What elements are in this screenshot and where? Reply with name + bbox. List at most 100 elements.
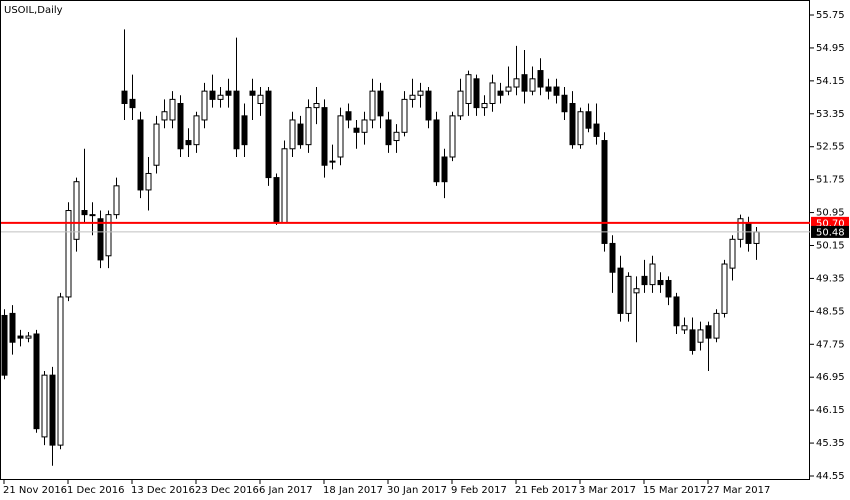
candle-body bbox=[385, 119, 392, 146]
candle-body bbox=[305, 107, 312, 146]
candle-body bbox=[753, 231, 760, 244]
candle-body bbox=[409, 94, 416, 100]
candle-body bbox=[297, 123, 304, 146]
x-tick-label: 13 Dec 2016 bbox=[131, 485, 195, 496]
candle-body bbox=[673, 296, 680, 327]
candle-body bbox=[353, 127, 360, 133]
price-label: 50.70 bbox=[816, 218, 845, 229]
candle-body bbox=[225, 90, 232, 96]
candle-body bbox=[113, 185, 120, 216]
candle-body bbox=[281, 148, 288, 224]
candle-body bbox=[65, 210, 72, 298]
candle-body bbox=[289, 119, 296, 150]
candle-body bbox=[321, 107, 328, 166]
candle-body bbox=[377, 90, 384, 117]
y-tick-label: 55.75 bbox=[816, 10, 845, 21]
x-tick-label: 1 Dec 2016 bbox=[67, 485, 125, 496]
candle-body bbox=[161, 111, 168, 121]
y-tick-label: 53.35 bbox=[816, 109, 845, 120]
price-label-box bbox=[811, 225, 849, 238]
y-tick-label: 48.55 bbox=[816, 306, 845, 317]
x-tick-label: 18 Jan 2017 bbox=[323, 485, 383, 496]
candle-body bbox=[169, 98, 176, 121]
candle-body bbox=[41, 374, 48, 438]
candle-body bbox=[89, 214, 96, 217]
candle-body bbox=[17, 335, 24, 339]
candle-body bbox=[185, 140, 192, 146]
y-tick-label: 52.55 bbox=[816, 142, 845, 153]
candle-body bbox=[713, 312, 720, 339]
candle-body bbox=[233, 90, 240, 150]
candle-body bbox=[33, 333, 40, 430]
candle-body bbox=[497, 90, 504, 96]
candle-body bbox=[241, 115, 248, 146]
y-tick-label: 47.75 bbox=[816, 339, 845, 350]
candle-body bbox=[73, 181, 80, 240]
candle-body bbox=[577, 111, 584, 146]
candle-body bbox=[105, 214, 112, 257]
x-tick-label: 30 Jan 2017 bbox=[387, 485, 447, 496]
candle-body bbox=[121, 90, 128, 104]
candle-body bbox=[249, 90, 256, 96]
y-tick-label: 46.15 bbox=[816, 405, 845, 416]
y-tick-label: 49.35 bbox=[816, 273, 845, 284]
candle-body bbox=[617, 267, 624, 314]
candle-body bbox=[585, 111, 592, 129]
x-tick-label: 15 Mar 2017 bbox=[643, 485, 706, 496]
y-tick-label: 54.95 bbox=[816, 43, 845, 54]
candle-body bbox=[137, 119, 144, 191]
y-tick-label: 51.75 bbox=[816, 175, 845, 186]
candle-body bbox=[665, 279, 672, 298]
candle-body bbox=[449, 115, 456, 158]
candle-body bbox=[153, 123, 160, 166]
candle-body bbox=[273, 177, 280, 224]
candle-body bbox=[689, 329, 696, 351]
candle-body bbox=[553, 86, 560, 96]
candle-body bbox=[433, 119, 440, 183]
candle-body bbox=[257, 94, 264, 104]
candle-body bbox=[49, 374, 56, 446]
candle-body bbox=[513, 78, 520, 88]
candle-body bbox=[537, 70, 544, 88]
candle-body bbox=[721, 263, 728, 314]
candle-body bbox=[657, 279, 664, 286]
y-tick-label: 44.55 bbox=[816, 471, 845, 482]
candle-body bbox=[641, 275, 648, 286]
x-tick-label: 23 Dec 2016 bbox=[195, 485, 259, 496]
candle-body bbox=[393, 131, 400, 142]
x-tick-label: 6 Jan 2017 bbox=[259, 485, 313, 496]
candle-body bbox=[625, 275, 632, 314]
candle-body bbox=[417, 90, 424, 96]
candle-body bbox=[593, 123, 600, 137]
candle-body bbox=[201, 90, 208, 121]
candle-body bbox=[705, 325, 712, 339]
candle-body bbox=[729, 238, 736, 269]
candle-body bbox=[193, 115, 200, 146]
candle-body bbox=[465, 74, 472, 104]
plot-frame bbox=[0, 0, 810, 480]
y-tick-label: 50.95 bbox=[816, 208, 845, 219]
candle-body bbox=[145, 172, 152, 191]
candle-body bbox=[57, 296, 64, 446]
candle-body bbox=[369, 90, 376, 121]
y-tick-label: 50.15 bbox=[816, 241, 845, 252]
price-label: 50.48 bbox=[816, 227, 845, 238]
candle-body bbox=[473, 78, 480, 109]
candle-body bbox=[489, 82, 496, 104]
candle-body bbox=[745, 222, 752, 244]
y-tick-label: 46.95 bbox=[816, 372, 845, 383]
x-tick-label: 21 Nov 2016 bbox=[3, 485, 67, 496]
candle-body bbox=[441, 156, 448, 183]
candle-body bbox=[505, 86, 512, 92]
candle-body bbox=[521, 74, 528, 92]
candle-body bbox=[457, 90, 464, 117]
candle-body bbox=[1, 314, 8, 376]
candle-body bbox=[481, 102, 488, 109]
x-tick-label: 21 Feb 2017 bbox=[515, 485, 577, 496]
candle-body bbox=[313, 102, 320, 109]
candle-body bbox=[561, 94, 568, 113]
candle-body bbox=[217, 94, 224, 100]
candle-body bbox=[609, 242, 616, 273]
candle-body bbox=[25, 335, 32, 339]
